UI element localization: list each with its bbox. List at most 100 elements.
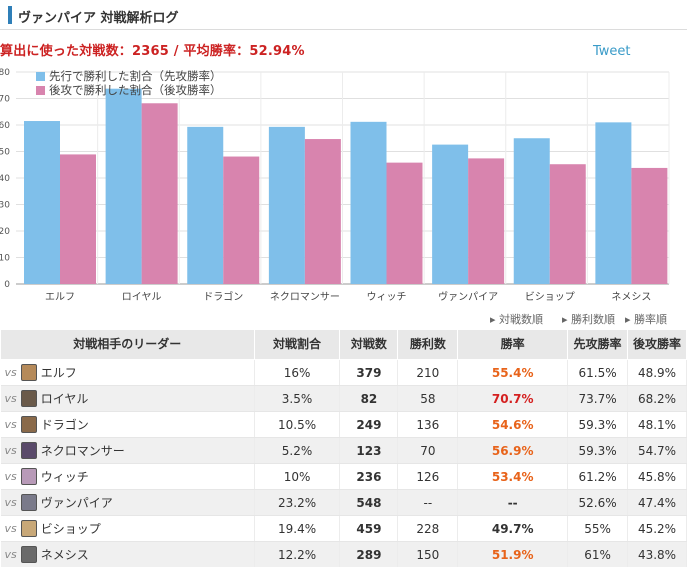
y-tick-label: 40 <box>0 174 10 184</box>
legend-label: 先行で勝利した割合（先攻勝率） <box>49 69 222 83</box>
rate-cell: -- <box>457 489 569 516</box>
legend-swatch <box>36 72 45 81</box>
first-rate-cell: 55% <box>567 515 629 542</box>
rate-cell: 51.9% <box>457 541 569 567</box>
leader-cell: vs ロイヤル <box>0 385 255 412</box>
winrate-bar-chart: 0 10 20 30 40 50 60 70 80 エルフ ロイヤル ドラゴン ネクロマンサー ウィッチ ヴ… <box>0 68 670 303</box>
table-row: vs ビショップ 19.4% 459 228 49.7% 55% 45.2% <box>0 515 687 542</box>
sort-by-wins-link[interactable]: ▸ 勝利数順 <box>562 313 616 326</box>
y-tick-label: 10 <box>0 254 10 264</box>
games-cell: 123 <box>339 437 399 464</box>
rate-cell: 56.9% <box>457 437 569 464</box>
leader-name: ビショップ <box>40 522 101 536</box>
rate-cell: 54.6% <box>457 411 569 438</box>
leader-avatar <box>20 390 37 407</box>
rate-cell: 70.7% <box>457 385 569 412</box>
wins-cell: 228 <box>397 515 459 542</box>
leader-cell: vs ネメシス <box>0 541 255 567</box>
share-cell: 12.2% <box>254 541 341 567</box>
y-tick-label: 20 <box>0 227 10 237</box>
leader-cell: vs ビショップ <box>0 515 255 542</box>
first-rate-cell: 61.2% <box>567 463 629 490</box>
x-tick-label: ビショップ <box>525 291 575 303</box>
leader-avatar <box>20 494 37 511</box>
share-cell: 10.5% <box>254 411 341 438</box>
bar-first <box>268 126 305 284</box>
legend-swatch <box>36 86 45 95</box>
bar-second <box>141 103 178 284</box>
col-second-rate: 後攻勝率 <box>627 329 687 360</box>
bar-second <box>631 167 668 284</box>
wins-cell: 58 <box>397 385 459 412</box>
second-rate-cell: 48.9% <box>627 359 687 386</box>
y-tick-label: 80 <box>0 68 10 78</box>
bar-first <box>187 126 224 284</box>
second-rate-cell: 47.4% <box>627 489 687 516</box>
leader-name: ドラゴン <box>40 418 89 432</box>
y-tick-label: 60 <box>0 121 10 131</box>
bar-first <box>595 122 632 284</box>
first-rate-cell: 61.5% <box>567 359 629 386</box>
sort-by-rate-link[interactable]: ▸ 勝率順 <box>625 313 668 326</box>
games-cell: 82 <box>339 385 399 412</box>
page-title: ヴァンパイア 対戦解析ログ <box>18 11 179 26</box>
wins-cell: 70 <box>397 437 459 464</box>
bar-first <box>350 121 387 284</box>
games-cell: 379 <box>339 359 399 386</box>
wins-cell: -- <box>397 489 459 516</box>
wins-cell: 126 <box>397 463 459 490</box>
table-row: vs ネメシス 12.2% 289 150 51.9% 61% 43.8% <box>0 541 687 567</box>
leader-avatar <box>20 442 37 459</box>
wins-cell: 210 <box>397 359 459 386</box>
leader-cell: vs ネクロマンサー <box>0 437 255 464</box>
col-games: 対戦数 <box>339 329 399 360</box>
table-header-row: 対戦相手のリーダー 対戦割合 対戦数 勝利数 勝率 先攻勝率 後攻勝率 <box>0 329 687 360</box>
vs-label: vs <box>4 496 17 509</box>
second-rate-cell: 68.2% <box>627 385 687 412</box>
second-rate-cell: 45.8% <box>627 463 687 490</box>
leader-name: エルフ <box>40 366 77 380</box>
table-row: vs ドラゴン 10.5% 249 136 54.6% 59.3% 48.1% <box>0 411 687 438</box>
x-tick-label: ロイヤル <box>122 292 162 303</box>
table-row: vs ネクロマンサー 5.2% 123 70 56.9% 59.3% 54.7% <box>0 437 687 464</box>
vs-label: vs <box>4 522 17 535</box>
bar-second <box>386 162 423 284</box>
x-tick-label: ネクロマンサー <box>270 291 340 303</box>
vs-label: vs <box>4 366 17 379</box>
vs-label: vs <box>4 548 17 561</box>
rate-cell: 53.4% <box>457 463 569 490</box>
games-cell: 236 <box>339 463 399 490</box>
leader-avatar <box>20 364 37 381</box>
games-cell: 548 <box>339 489 399 516</box>
leader-avatar <box>20 520 37 537</box>
bar-second <box>223 156 260 284</box>
rate-cell: 55.4% <box>457 359 569 386</box>
x-tick-label: ヴァンパイア <box>438 290 498 303</box>
y-tick-label: 50 <box>0 148 10 158</box>
legend-label: 後攻で勝利した割合（後攻勝率） <box>49 83 222 97</box>
games-cell: 459 <box>339 515 399 542</box>
table-row: vs ウィッチ 10% 236 126 53.4% 61.2% 45.8% <box>0 463 687 490</box>
second-rate-cell: 43.8% <box>627 541 687 567</box>
bar-second <box>304 139 341 284</box>
second-rate-cell: 45.2% <box>627 515 687 542</box>
x-tick-label: ウィッチ <box>367 291 407 303</box>
vs-label: vs <box>4 418 17 431</box>
col-first-rate: 先攻勝率 <box>567 329 629 360</box>
first-rate-cell: 59.3% <box>567 437 629 464</box>
bar-first <box>432 144 469 284</box>
share-cell: 16% <box>254 359 341 386</box>
leader-name: ヴァンパイア <box>40 496 113 510</box>
leader-name: ウィッチ <box>40 470 89 484</box>
col-leader: 対戦相手のリーダー <box>0 329 255 360</box>
first-rate-cell: 59.3% <box>567 411 629 438</box>
first-rate-cell: 73.7% <box>567 385 629 412</box>
share-cell: 3.5% <box>254 385 341 412</box>
sort-by-games-link[interactable]: ▸ 対戦数順 <box>490 313 544 326</box>
vs-label: vs <box>4 444 17 457</box>
tweet-link[interactable]: Tweet <box>593 44 631 59</box>
leader-name: ネメシス <box>40 548 89 562</box>
sort-links: ▸ 対戦数順 ▸ 勝利数順 ▸ 勝率順 <box>0 311 687 327</box>
bar-second <box>549 164 586 284</box>
x-tick-label: エルフ <box>45 292 75 303</box>
